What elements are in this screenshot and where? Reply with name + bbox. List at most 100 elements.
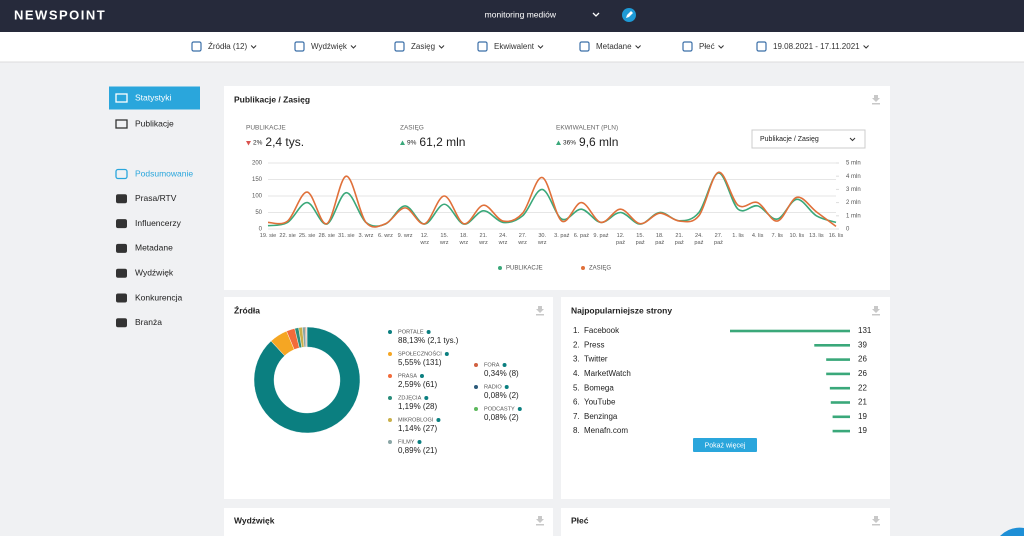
more-button-label[interactable]: Pokaż więcej bbox=[705, 442, 746, 449]
download-icon[interactable] bbox=[536, 516, 544, 526]
rank: 5. bbox=[573, 383, 580, 392]
more-button[interactable] bbox=[693, 438, 757, 452]
kpi-label: ZASIĘG bbox=[400, 125, 424, 132]
filter-label[interactable]: Zasięg bbox=[411, 42, 435, 51]
x-tick-label: 1. lis bbox=[732, 233, 744, 239]
legend-value: 0,08% (2) bbox=[484, 391, 519, 400]
nav-item[interactable]: Prasa/RTV bbox=[135, 193, 177, 203]
legend-marker bbox=[388, 440, 392, 444]
nav-active bbox=[109, 86, 200, 110]
filter-bar bbox=[0, 32, 1024, 62]
legend-marker bbox=[388, 352, 392, 356]
site-name[interactable]: MarketWatch bbox=[584, 369, 631, 378]
info-dot bbox=[502, 363, 507, 367]
info-dot bbox=[424, 396, 429, 400]
legend-label[interactable]: PORTALE bbox=[398, 329, 424, 335]
legend-label[interactable]: ZDJĘCIA bbox=[398, 395, 422, 401]
site-name[interactable]: Bomega bbox=[584, 383, 614, 392]
kpi-arrow bbox=[556, 140, 561, 145]
kpi-value: 9,6 mln bbox=[579, 135, 618, 149]
legend-label[interactable]: SPOŁECZNOŚCI bbox=[398, 349, 442, 357]
filter-label[interactable]: Płeć bbox=[699, 42, 715, 51]
kpi-arrow bbox=[246, 141, 251, 146]
info-dot bbox=[504, 385, 509, 389]
legend-label[interactable]: PRASA bbox=[398, 373, 417, 379]
legend-label[interactable]: PUBLIKACJE bbox=[506, 266, 543, 272]
nav-item[interactable]: Metadane bbox=[135, 243, 173, 253]
site-name[interactable]: YouTube bbox=[584, 398, 616, 407]
download-icon[interactable] bbox=[536, 306, 544, 316]
panel-title: Wydźwięk bbox=[234, 515, 275, 525]
filter-label[interactable]: Źródła (12) bbox=[208, 42, 247, 51]
download-icon[interactable] bbox=[872, 95, 880, 105]
logo[interactable]: NEWSPOINT bbox=[14, 7, 106, 22]
download-icon[interactable] bbox=[872, 516, 880, 526]
download-icon[interactable] bbox=[872, 306, 880, 316]
legend-label[interactable]: FORA bbox=[484, 362, 500, 368]
site-name[interactable]: Benzinga bbox=[584, 412, 618, 421]
nav-item[interactable]: Branża bbox=[135, 317, 162, 327]
nav-item[interactable]: Statystyki bbox=[135, 92, 171, 102]
panel-title: Publikacje / Zasięg bbox=[234, 94, 310, 104]
corner-widget[interactable] bbox=[1000, 527, 1024, 536]
nav-item[interactable]: Wydźwięk bbox=[135, 267, 174, 277]
x-tick-label: 9. wrz bbox=[397, 233, 413, 239]
site-name[interactable]: Twitter bbox=[584, 355, 608, 364]
chevron bbox=[863, 45, 869, 49]
panel bbox=[561, 508, 890, 536]
rank: 1. bbox=[573, 326, 580, 335]
legend-label[interactable]: FILMY bbox=[398, 439, 415, 445]
site-name[interactable]: Menafn.com bbox=[584, 426, 628, 435]
filter-icon bbox=[191, 41, 202, 52]
legend-marker bbox=[474, 407, 478, 411]
bar-value: 39 bbox=[858, 340, 867, 349]
y-tick-label: 0 bbox=[259, 227, 263, 233]
info-dot bbox=[419, 374, 424, 378]
x-tick: 24. paź bbox=[694, 233, 703, 246]
filter-label[interactable]: Wydźwięk bbox=[311, 42, 348, 51]
x-tick-label: 10. lis bbox=[789, 233, 805, 239]
panel-title: Płeć bbox=[571, 515, 589, 525]
legend-label[interactable]: RADIO bbox=[484, 384, 502, 390]
nav-item[interactable]: Konkurencja bbox=[135, 292, 183, 302]
x-tick-label: 19. sie bbox=[259, 233, 277, 239]
x-tick: 22. sie bbox=[279, 233, 296, 239]
legend-label[interactable]: PODCASTY bbox=[484, 406, 515, 412]
filter-label[interactable]: 19.08.2021 - 17.11.2021 bbox=[773, 42, 860, 51]
legend-label[interactable]: ZASIĘG bbox=[589, 266, 611, 272]
y2-tick-label: 3 mln bbox=[846, 187, 861, 193]
chevron bbox=[438, 45, 445, 49]
x-tick-label: 21. paź bbox=[674, 233, 684, 246]
legend-label[interactable]: MIKROBLOGI bbox=[398, 417, 434, 423]
line-chart: 0 50 100 150 200 0 1 mln 2 mln 3 mln 4 mln 5 mln 19… bbox=[252, 161, 861, 272]
y-tick-label: 100 bbox=[252, 194, 263, 200]
kpi-change: 2% bbox=[253, 140, 263, 147]
site-name[interactable]: Facebook bbox=[584, 326, 620, 335]
legend-marker bbox=[581, 266, 585, 270]
legend-value: 0,34% (8) bbox=[484, 369, 519, 378]
x-tick-label: 30. wrz bbox=[537, 233, 547, 246]
dropdown[interactable] bbox=[751, 129, 866, 149]
nav-icon bbox=[115, 168, 128, 180]
nav-item[interactable]: Podsumowanie bbox=[135, 168, 193, 178]
rank: 2. bbox=[573, 340, 580, 349]
nav-item[interactable]: Publikacje bbox=[135, 118, 174, 128]
edit-icon bbox=[626, 11, 633, 18]
filter-label[interactable]: Ekwiwalent bbox=[494, 42, 535, 51]
project-name[interactable]: monitoring mediów bbox=[485, 9, 557, 19]
filter-icon bbox=[294, 41, 305, 52]
x-tick-label: 22. sie bbox=[279, 233, 296, 239]
x-tick: 21. wrz bbox=[479, 233, 488, 246]
series-line bbox=[267, 171, 837, 228]
dropdown-label: Publikacje / Zasięg bbox=[760, 136, 819, 143]
kpi-label: PUBLIKACJE bbox=[246, 125, 286, 132]
legend-marker bbox=[388, 330, 392, 334]
x-tick-label: 25. sie bbox=[298, 233, 316, 239]
x-tick-label: 9. paź bbox=[593, 233, 609, 239]
chevron bbox=[350, 45, 357, 49]
nav-item[interactable]: Influencerzy bbox=[135, 218, 182, 228]
bar-value: 26 bbox=[858, 355, 867, 364]
filter-label[interactable]: Metadane bbox=[596, 42, 632, 51]
site-name[interactable]: Press bbox=[584, 340, 604, 349]
